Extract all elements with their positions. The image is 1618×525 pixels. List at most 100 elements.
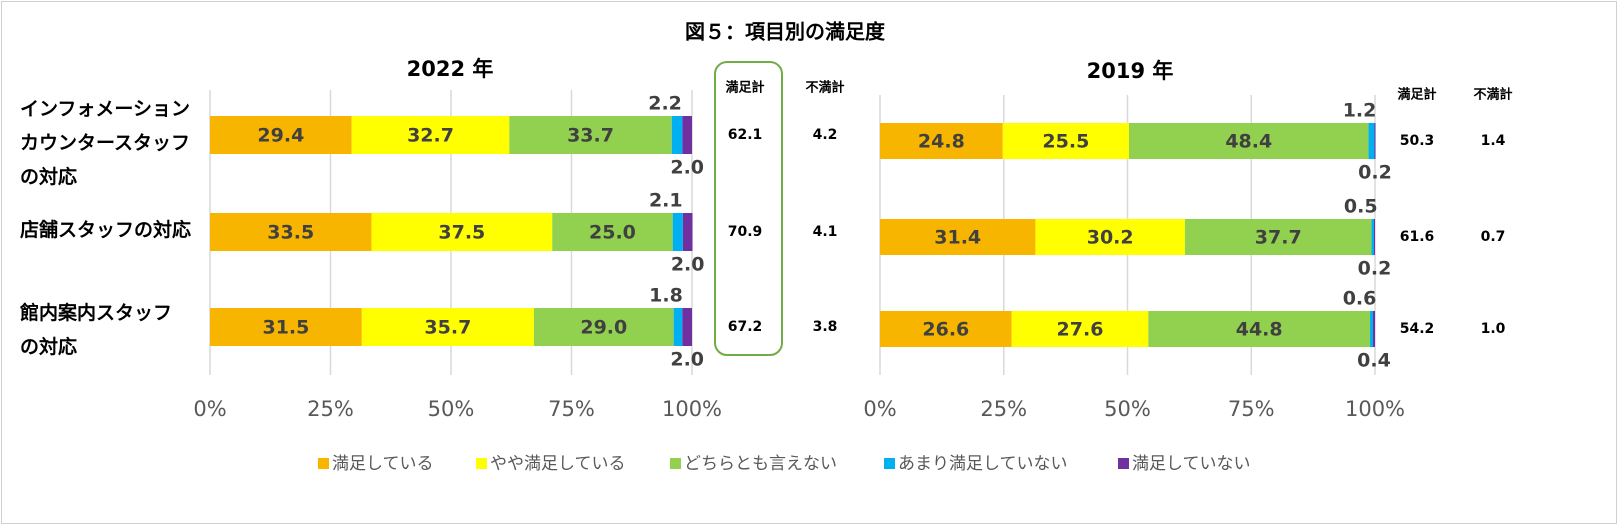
data-label: 1.2 xyxy=(1343,100,1377,122)
x-tick-label: 50% xyxy=(428,397,475,421)
total-dissatisfied: 3.8 xyxy=(813,319,838,335)
data-label: 25.0 xyxy=(589,222,636,244)
bar-segment xyxy=(880,123,1003,159)
bar-segment xyxy=(1373,311,1375,347)
x-tick-label: 75% xyxy=(1228,397,1275,421)
bar-segment xyxy=(1002,123,1129,159)
data-label: 31.4 xyxy=(934,227,981,249)
total-header: 満足計 xyxy=(725,80,764,96)
data-label: 2.1 xyxy=(649,190,683,212)
legend-label: 満足している xyxy=(332,454,434,474)
data-label: 33.5 xyxy=(267,222,314,244)
total-satisfied: 62.1 xyxy=(728,127,763,143)
legend-swatch xyxy=(1118,458,1129,469)
bar-segment xyxy=(1371,219,1375,255)
bar-segment xyxy=(672,213,683,251)
bar-segment xyxy=(1374,219,1375,255)
total-header: 不満計 xyxy=(805,80,844,96)
bar-segment xyxy=(1370,311,1374,347)
legend-label: どちらとも言えない xyxy=(684,454,837,474)
data-label: 0.4 xyxy=(1357,350,1391,372)
data-label: 0.2 xyxy=(1358,258,1392,280)
data-label: 29.4 xyxy=(257,125,304,147)
total-header: 満足計 xyxy=(1397,87,1436,103)
bar-segment xyxy=(682,308,692,346)
data-label: 37.5 xyxy=(438,222,485,244)
bar-segment xyxy=(1035,219,1185,255)
category-label: 館内案内スタッフ の対応 xyxy=(20,302,173,358)
data-label: 1.8 xyxy=(649,285,683,307)
data-label: 48.4 xyxy=(1225,131,1272,153)
x-tick-label: 100% xyxy=(662,397,722,421)
data-label: 26.6 xyxy=(922,319,969,341)
panel-title: 2022 年 xyxy=(407,57,494,81)
panel-title: 2019 年 xyxy=(1087,59,1174,83)
bar-segment xyxy=(509,116,672,154)
bar-segment xyxy=(673,308,683,346)
data-label: 2.0 xyxy=(671,254,705,276)
data-label: 2.0 xyxy=(670,157,704,179)
legend-swatch xyxy=(884,458,895,469)
data-label: 25.5 xyxy=(1042,131,1089,153)
x-tick-label: 50% xyxy=(1104,397,1151,421)
bar-segment xyxy=(1184,219,1372,255)
bar-segment xyxy=(1374,123,1376,159)
legend-label: 満足していない xyxy=(1132,454,1251,474)
total-dissatisfied: 1.0 xyxy=(1481,321,1506,337)
data-label: 2.0 xyxy=(670,349,704,371)
total-satisfied: 61.6 xyxy=(1400,229,1435,245)
data-label: 37.7 xyxy=(1255,227,1302,249)
category-label: 店舗スタッフの対応 xyxy=(20,219,192,241)
total-dissatisfied: 1.4 xyxy=(1481,133,1506,149)
bar-segment xyxy=(210,308,362,346)
x-tick-label: 0% xyxy=(193,397,226,421)
total-satisfied: 54.2 xyxy=(1400,321,1435,337)
data-label: 44.8 xyxy=(1236,319,1283,341)
data-label: 0.6 xyxy=(1343,288,1377,310)
legend-label: やや満足している xyxy=(490,454,626,474)
total-satisfied: 70.9 xyxy=(728,224,763,240)
data-label: 35.7 xyxy=(424,317,471,339)
data-label: 24.8 xyxy=(918,131,965,153)
bar-segment xyxy=(682,213,693,251)
data-label: 29.0 xyxy=(580,317,627,339)
legend-swatch xyxy=(476,458,487,469)
bar-segment xyxy=(533,308,674,346)
x-tick-label: 25% xyxy=(980,397,1027,421)
bar-segment xyxy=(361,308,534,346)
data-label: 0.2 xyxy=(1358,162,1392,184)
total-dissatisfied: 0.7 xyxy=(1481,229,1506,245)
legend-swatch xyxy=(318,458,329,469)
bar-segment xyxy=(1128,123,1369,159)
bar-segment xyxy=(1011,311,1149,347)
x-tick-label: 25% xyxy=(307,397,354,421)
bar-segment xyxy=(210,213,372,251)
highlight-box xyxy=(714,61,783,356)
chart-title: 図５：項目別の満足度 xyxy=(685,20,886,44)
category-label: インフォメーション カウンタースタッフ の対応 xyxy=(20,98,191,188)
data-label: 2.2 xyxy=(648,93,682,115)
legend-swatch xyxy=(670,458,681,469)
bar-segment xyxy=(351,116,510,154)
x-tick-label: 75% xyxy=(548,397,595,421)
x-tick-label: 100% xyxy=(1345,397,1405,421)
bar-segment xyxy=(880,311,1012,347)
legend-label: あまり満足していない xyxy=(898,454,1068,474)
bar-segment xyxy=(371,213,553,251)
total-satisfied: 67.2 xyxy=(728,319,763,335)
total-satisfied: 50.3 xyxy=(1400,133,1435,149)
data-label: 33.7 xyxy=(567,125,614,147)
bar-segment xyxy=(880,219,1036,255)
bar-segment xyxy=(210,116,352,154)
data-label: 0.5 xyxy=(1344,196,1378,218)
bar-segment xyxy=(682,116,692,154)
bar-segment xyxy=(671,116,683,154)
total-dissatisfied: 4.1 xyxy=(813,224,838,240)
data-label: 32.7 xyxy=(407,125,454,147)
data-label: 30.2 xyxy=(1087,227,1134,249)
bar-segment xyxy=(1148,311,1371,347)
bar-segment xyxy=(1368,123,1375,159)
